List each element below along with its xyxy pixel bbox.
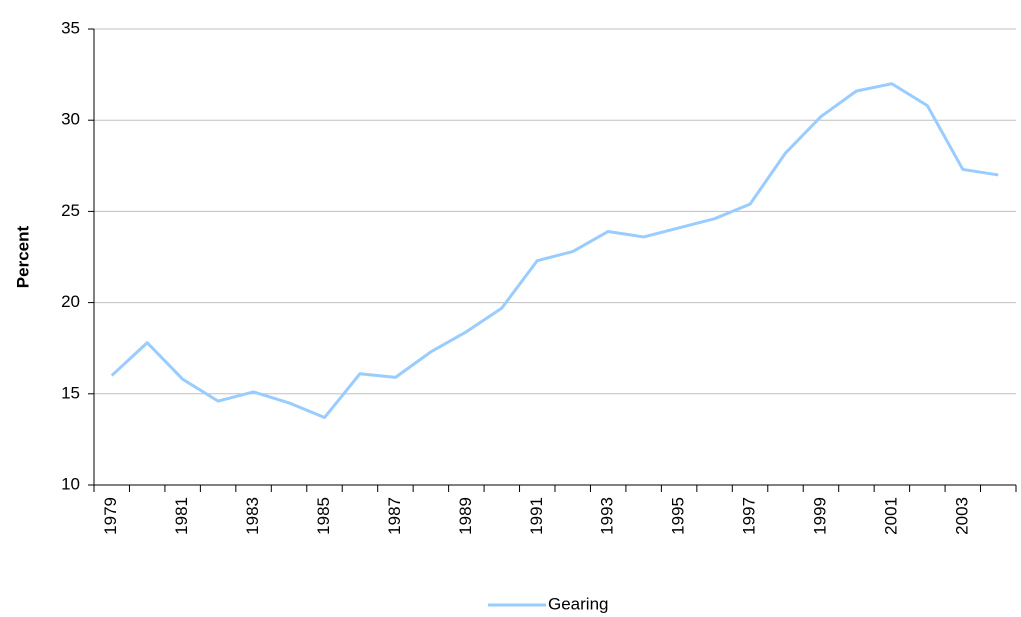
x-tick-label: 1979 [101, 497, 120, 535]
x-tick-label: 1999 [810, 497, 829, 535]
x-tick-label: 1993 [598, 497, 617, 535]
x-tick-label: 1989 [456, 497, 475, 535]
data-line [110, 82, 999, 420]
x-tick-label: 1995 [669, 497, 688, 535]
x-tick-label: 1983 [243, 497, 262, 535]
x-tick-label: 1981 [172, 497, 191, 535]
x-tick-label: 1991 [527, 497, 546, 535]
legend-label: Gearing [548, 594, 608, 613]
y-tick-label: 25 [61, 201, 80, 220]
y-axis-label: Percent [13, 225, 32, 288]
x-tick-label: 1985 [314, 497, 333, 535]
x-tick-label: 1997 [740, 497, 759, 535]
y-tick-label: 35 [61, 18, 80, 37]
x-tick-label: 2001 [881, 497, 900, 535]
y-tick-label: 20 [61, 292, 80, 311]
x-tick-label: 1987 [385, 497, 404, 535]
x-tick-label: 2003 [952, 497, 971, 535]
y-tick-label: 10 [61, 474, 80, 493]
y-tick-label: 30 [61, 110, 80, 129]
y-tick-label: 15 [61, 383, 80, 402]
